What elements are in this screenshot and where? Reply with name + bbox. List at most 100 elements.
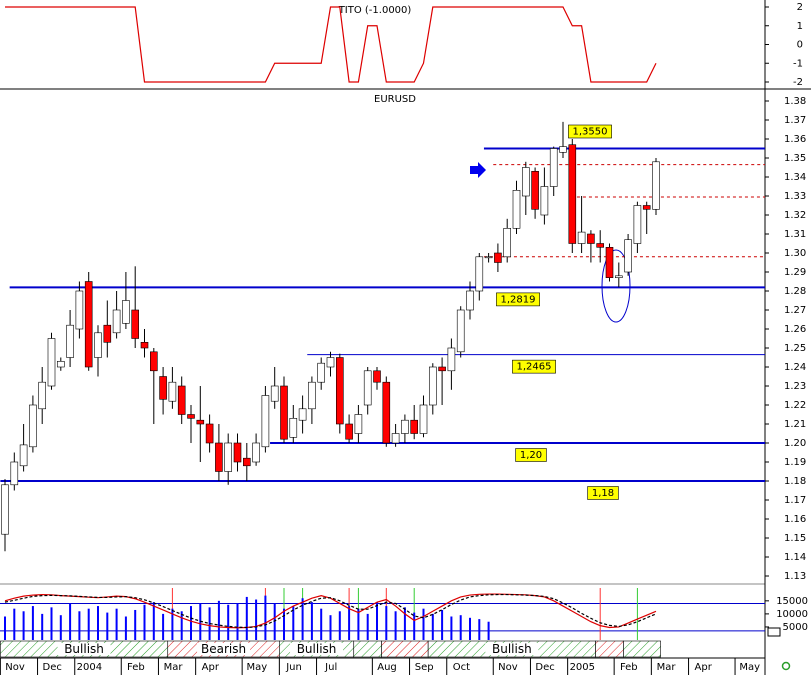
candle-body — [196, 419, 205, 425]
x-tick-label: Jun — [285, 662, 302, 673]
trend-segment — [595, 640, 624, 658]
level-label-box — [515, 448, 547, 462]
y-tick-label: 1.26 — [784, 324, 806, 335]
y-tick-label: 1.23 — [784, 381, 806, 392]
x-tick-label: May — [739, 662, 760, 673]
candle-body — [84, 281, 93, 368]
volume-bar — [4, 616, 6, 640]
candle-body — [215, 442, 223, 472]
volume-bar — [124, 616, 127, 640]
volume-bar — [31, 606, 34, 640]
candle-body — [596, 243, 605, 248]
candle-body — [289, 417, 298, 438]
volume-bar — [208, 607, 211, 640]
candle-body — [521, 167, 530, 197]
volume-bar — [394, 611, 397, 640]
level-label-box — [496, 292, 540, 307]
volume-bar — [152, 602, 155, 640]
status-icon — [781, 661, 791, 671]
volume-bar — [487, 621, 490, 640]
y-tick-label: 1.31 — [784, 229, 806, 240]
volume-bar — [264, 595, 267, 640]
volume-bar — [283, 608, 285, 640]
candle-body — [614, 275, 623, 278]
candle-body — [428, 366, 437, 406]
volume-bar — [143, 604, 146, 640]
candle-body — [29, 404, 37, 448]
candle-body — [605, 247, 614, 279]
candle-body — [363, 370, 372, 406]
candle-body — [112, 309, 121, 334]
panel-title: TITO (-1.0000) — [338, 5, 412, 16]
candle-body — [410, 419, 419, 434]
candle-body — [56, 360, 65, 368]
candle-body — [391, 433, 400, 444]
level-label: 1,2819 — [501, 294, 536, 305]
volume-bar — [450, 616, 453, 640]
candle-body — [252, 442, 260, 463]
candle-body — [549, 148, 558, 187]
volume-bar — [403, 607, 406, 640]
x-tick-label: Apr — [202, 662, 220, 673]
volume-bar — [338, 611, 341, 640]
candle-body — [280, 385, 288, 440]
candle-body — [66, 324, 74, 358]
candle-body — [568, 144, 577, 244]
candle-body — [419, 404, 428, 434]
candle-body — [438, 366, 446, 372]
volume-bar — [422, 608, 425, 640]
y-tick-label: 15000 — [776, 596, 808, 607]
y-tick-label: 1.37 — [784, 115, 806, 126]
x-tick-label: Nov — [5, 662, 25, 673]
x-tick-label: May — [246, 662, 267, 673]
candle-body — [587, 233, 595, 244]
volume-bar — [385, 606, 388, 640]
candle-body — [187, 414, 195, 419]
x-tick-label: Sep — [415, 662, 434, 673]
y-tick-label: 1 — [797, 21, 803, 32]
candle-body — [652, 161, 660, 210]
level-label-box — [568, 124, 612, 139]
candle-body — [354, 414, 363, 434]
oscillator-line — [4, 593, 657, 629]
level-label: 1,3550 — [573, 127, 608, 138]
candle-body — [559, 146, 567, 153]
trend-label-bg — [197, 643, 251, 655]
volume-bar — [431, 613, 434, 640]
candle-body — [345, 423, 353, 440]
volume-bar — [41, 613, 44, 640]
y-tick-label: 1.24 — [784, 362, 806, 373]
x-tick-label: Nov — [498, 662, 518, 673]
volume-bar — [13, 608, 16, 640]
y-tick-label: 1.33 — [784, 191, 806, 202]
x-tick-label: Dec — [43, 662, 62, 673]
x-tick-label: Apr — [695, 662, 713, 673]
candle-body — [456, 309, 465, 353]
x-tick-label: Dec — [535, 662, 554, 673]
candle-body — [633, 205, 642, 244]
candle-body — [177, 385, 186, 415]
y-tick-label: 1.21 — [784, 419, 806, 430]
candle-body — [131, 309, 139, 339]
trend-label: Bullish — [492, 642, 532, 656]
volume-bar — [413, 612, 416, 640]
y-tick-label: 2 — [797, 2, 803, 13]
candle-body — [122, 300, 130, 324]
volume-bar — [227, 604, 230, 640]
candle-body — [382, 381, 391, 444]
volume-bar — [348, 606, 351, 640]
candle-body — [317, 362, 326, 383]
trend-label-bg — [485, 643, 539, 655]
volume-bar — [50, 607, 53, 640]
candle-body — [1, 484, 9, 535]
trend-label: Bearish — [201, 642, 246, 656]
volume-bar — [171, 608, 174, 640]
candle-body — [531, 171, 539, 210]
volume-bar — [441, 609, 444, 640]
level-label: 1,2465 — [517, 362, 552, 373]
candle-body — [168, 381, 177, 402]
volume-bar — [97, 606, 99, 640]
x-tick-label: 2004 — [77, 662, 102, 673]
candle-body — [261, 395, 270, 448]
